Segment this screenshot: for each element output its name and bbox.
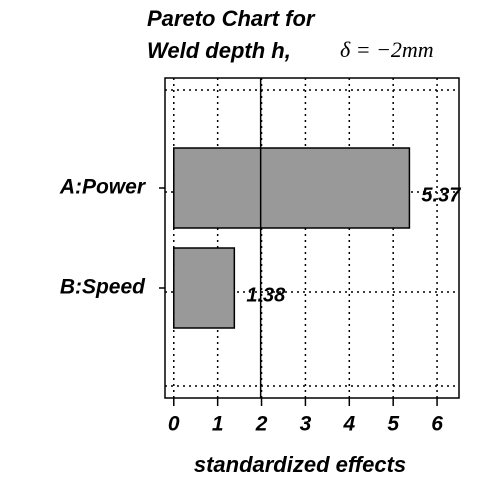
x-tick-label: 4 [342, 413, 355, 436]
x-tick-label: 6 [431, 413, 443, 436]
y-tick-label: B:Speed [60, 276, 146, 299]
x-tick-label: 1 [212, 413, 224, 436]
x-tick-label: 0 [168, 413, 180, 436]
x-tick-label: 2 [255, 413, 268, 436]
x-tick-label: 5 [387, 413, 399, 436]
value-label: 5.37 [421, 184, 461, 206]
bar [173, 147, 411, 229]
chart-title-line: Weld depth h, [147, 38, 291, 63]
x-axis-label: standardized effects [194, 452, 406, 477]
plot-frame [164, 77, 460, 399]
x-tick-label: 3 [300, 413, 312, 436]
chart-title-line: Pareto Chart for [147, 6, 316, 31]
y-tick-label: A:Power [59, 176, 147, 199]
bar [173, 247, 236, 329]
chart-title-math: δ = −2mm [340, 37, 434, 62]
value-label: 1.38 [246, 284, 286, 306]
